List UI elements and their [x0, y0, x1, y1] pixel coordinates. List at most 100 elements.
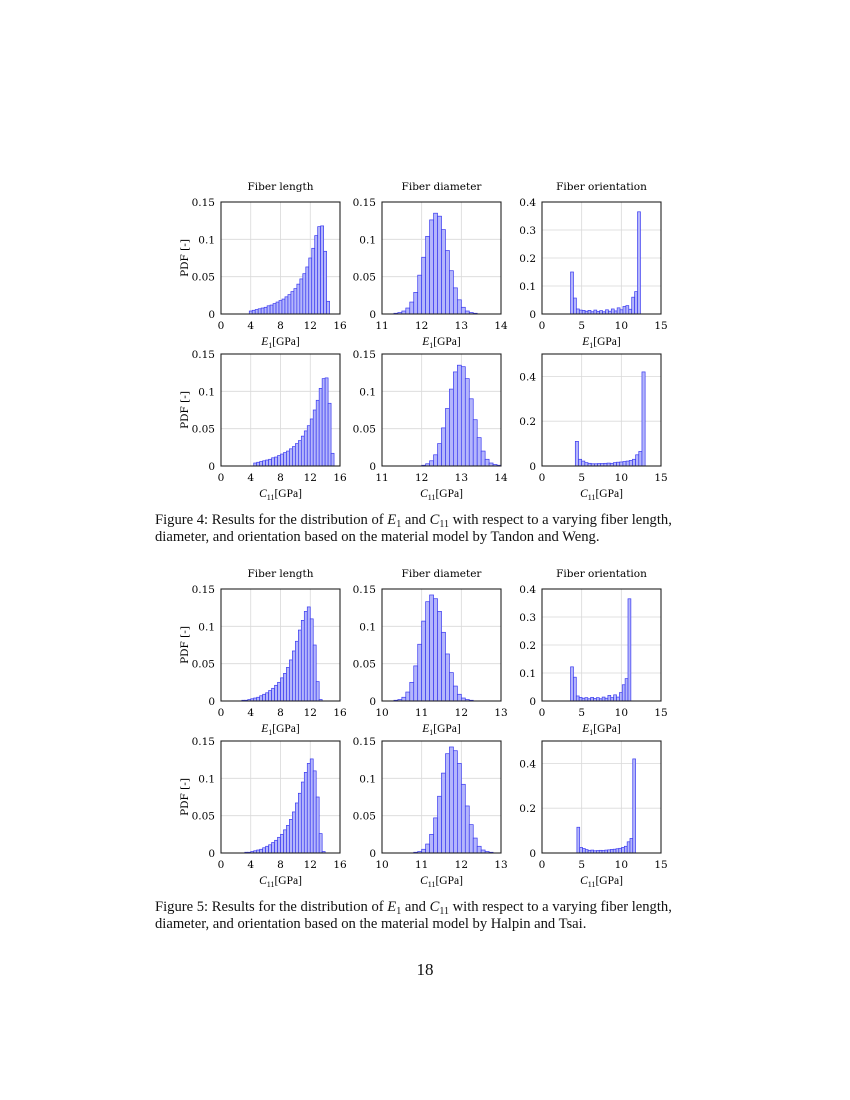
histogram-bar	[299, 278, 304, 315]
histogram-bar	[274, 684, 278, 702]
x-axis-label: C11[GPa]	[420, 488, 463, 502]
histogram-bar	[295, 443, 299, 467]
histogram-bar	[417, 643, 423, 702]
x-tick-label: 13	[455, 472, 468, 484]
histogram-bar	[445, 653, 450, 702]
histogram-bar	[262, 460, 266, 467]
histogram-bar	[472, 419, 478, 467]
y-tick-label: 0.4	[519, 371, 536, 383]
y-tick-label: 0	[369, 848, 376, 860]
chart-svg: 0 4 8 12 16 0 0.05 0.1 0.15 C11[GPa] PDF [-]	[179, 349, 347, 502]
x-tick-label: 11	[375, 320, 388, 332]
y-tick-label: 0.05	[192, 424, 215, 436]
histogram-bar	[468, 398, 474, 467]
y-tick-label: 0	[529, 461, 536, 473]
histogram-bar	[293, 288, 298, 315]
page-number: 18	[416, 960, 434, 979]
histogram-bar	[292, 446, 296, 467]
x-tick-label: 8	[277, 707, 284, 719]
histogram-bar	[631, 296, 635, 315]
histogram-bar	[468, 824, 474, 854]
x-tick-label: 13	[494, 707, 507, 719]
y-tick-label: 0.1	[198, 773, 215, 785]
chart-svg: 0 5 10 15 0 0.1 0.2 0.3 0.4 E1[GPa] Fiber orientat…	[519, 568, 667, 737]
histogram-bar	[457, 364, 462, 467]
histogram-bar	[464, 805, 470, 854]
x-tick-label: 14	[494, 472, 508, 484]
histogram-bar	[314, 235, 319, 315]
histogram-bar	[265, 692, 269, 702]
x-tick-label: 0	[218, 707, 225, 719]
histogram-bar	[425, 235, 430, 315]
y-tick-label: 0.05	[353, 272, 376, 284]
y-tick-label: 0.15	[192, 736, 215, 748]
x-tick-label: 0	[539, 859, 546, 871]
histogram-bar	[437, 443, 442, 467]
y-tick-label: 0	[529, 309, 536, 321]
y-tick-label: 0.1	[519, 668, 536, 680]
histogram-bar	[260, 307, 265, 315]
histogram-bar	[464, 378, 470, 467]
x-tick-label: 11	[415, 859, 428, 871]
histogram-bar	[618, 847, 622, 854]
x-tick-label: 10	[615, 707, 628, 719]
plot-frame	[541, 353, 662, 467]
histogram-bar	[625, 305, 630, 315]
histogram-bar	[615, 848, 620, 854]
histogram-bar	[317, 226, 322, 315]
histogram-bar	[320, 225, 324, 315]
histogram-bar	[453, 685, 458, 702]
histogram-bar	[621, 847, 625, 854]
histogram-bar	[272, 303, 277, 315]
histogram-bar	[449, 388, 454, 467]
y-tick-label: 0.2	[519, 253, 536, 265]
histogram-bar	[303, 611, 308, 702]
histogram-bar	[251, 309, 256, 315]
x-axis-label: E1[GPa]	[581, 723, 621, 737]
histogram-bar	[271, 457, 275, 467]
x-tick-label: 10	[615, 320, 628, 332]
x-axis-label: E1[GPa]	[421, 723, 461, 737]
histogram-bar	[476, 845, 482, 854]
histogram-bar	[401, 696, 407, 702]
histogram-bar	[613, 694, 617, 702]
y-tick-label: 0	[208, 461, 215, 473]
x-tick-label: 11	[375, 472, 388, 484]
histogram-bar	[306, 606, 311, 702]
histogram-bar	[254, 309, 259, 315]
x-tick-label: 0	[539, 472, 546, 484]
histogram-bar	[309, 618, 314, 702]
histogram-bar	[271, 687, 275, 702]
histogram-bar	[280, 833, 284, 854]
y-tick-label: 0.1	[198, 234, 215, 246]
x-tick-label: 12	[455, 707, 468, 719]
histogram-bar	[632, 758, 636, 854]
histogram-chart: 10 11 12 13 0 0.05 0.1 0.15 C11[GPa]	[340, 719, 521, 897]
histogram-bar	[300, 435, 305, 467]
y-axis-label: PDF [-]	[179, 626, 191, 664]
histogram-bar	[619, 692, 623, 702]
x-tick-label: 15	[654, 320, 667, 332]
histogram-bar	[289, 448, 293, 467]
x-axis-label: E1[GPa]	[421, 336, 461, 350]
histogram-bar	[622, 306, 627, 315]
y-tick-label: 0.2	[519, 416, 536, 428]
y-tick-label: 0.1	[359, 234, 376, 246]
caption-line: diameter, and orientation based on the m…	[155, 529, 600, 545]
histogram-bar	[460, 366, 466, 467]
histogram-bar	[268, 690, 272, 702]
histogram-bar	[262, 847, 266, 854]
x-tick-label: 15	[654, 472, 667, 484]
histogram-bar	[610, 308, 615, 315]
histogram-bar	[303, 430, 308, 467]
histogram-bar	[259, 461, 264, 467]
histogram-bar	[268, 458, 272, 467]
x-tick-label: 15	[654, 859, 667, 871]
histogram-bar	[605, 309, 609, 315]
histogram-bar	[271, 842, 275, 854]
x-tick-label: 12	[304, 320, 317, 332]
y-axis-label: PDF [-]	[179, 778, 191, 816]
histogram-bar	[259, 848, 264, 854]
figure-4-caption: Figure 4: Results for the distribution o…	[155, 512, 715, 546]
x-tick-label: 10	[615, 859, 628, 871]
